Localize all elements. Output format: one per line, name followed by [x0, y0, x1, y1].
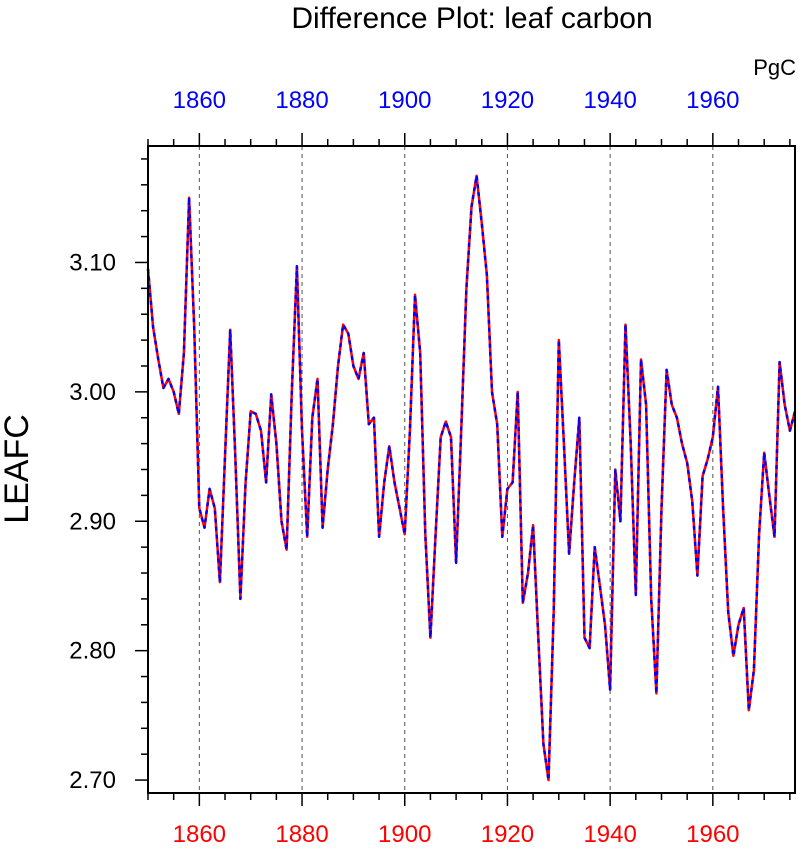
top-x-tick-label: 1940 — [583, 87, 636, 114]
bottom-x-tick-label: 1860 — [173, 821, 226, 848]
y-axis-label: LEAFC — [0, 414, 36, 524]
series-layer — [146, 174, 797, 782]
bottom-x-tick-label: 1940 — [583, 821, 636, 848]
chart-title: Difference Plot: leaf carbon — [291, 2, 652, 35]
grid-lines — [198, 146, 714, 793]
top-x-tick-label: 1860 — [173, 87, 226, 114]
y-tick-label: 3.10 — [69, 249, 116, 276]
top-x-tick-label: 1880 — [275, 87, 328, 114]
series-line-dashed — [146, 174, 797, 782]
y-tick-label: 2.70 — [69, 767, 116, 794]
top-x-tick-label: 1900 — [378, 87, 431, 114]
y-tick-label: 2.90 — [69, 508, 116, 535]
y-tick-label: 2.80 — [69, 638, 116, 665]
units-label: PgC — [753, 55, 796, 80]
top-x-tick-label: 1960 — [686, 87, 739, 114]
top-x-tick-label: 1920 — [481, 87, 534, 114]
bottom-x-tick-label: 1960 — [686, 821, 739, 848]
bottom-x-tick-label: 1900 — [378, 821, 431, 848]
tick-marks — [135, 133, 791, 806]
tick-labels: 2.70 2.80 2.90 3.00 3.10 1860 1880 1900 1920 1940… — [69, 87, 739, 848]
y-tick-label: 3.00 — [69, 379, 116, 406]
plot-frame — [147, 145, 796, 794]
bottom-x-tick-label: 1880 — [275, 821, 328, 848]
bottom-x-tick-label: 1920 — [481, 821, 534, 848]
